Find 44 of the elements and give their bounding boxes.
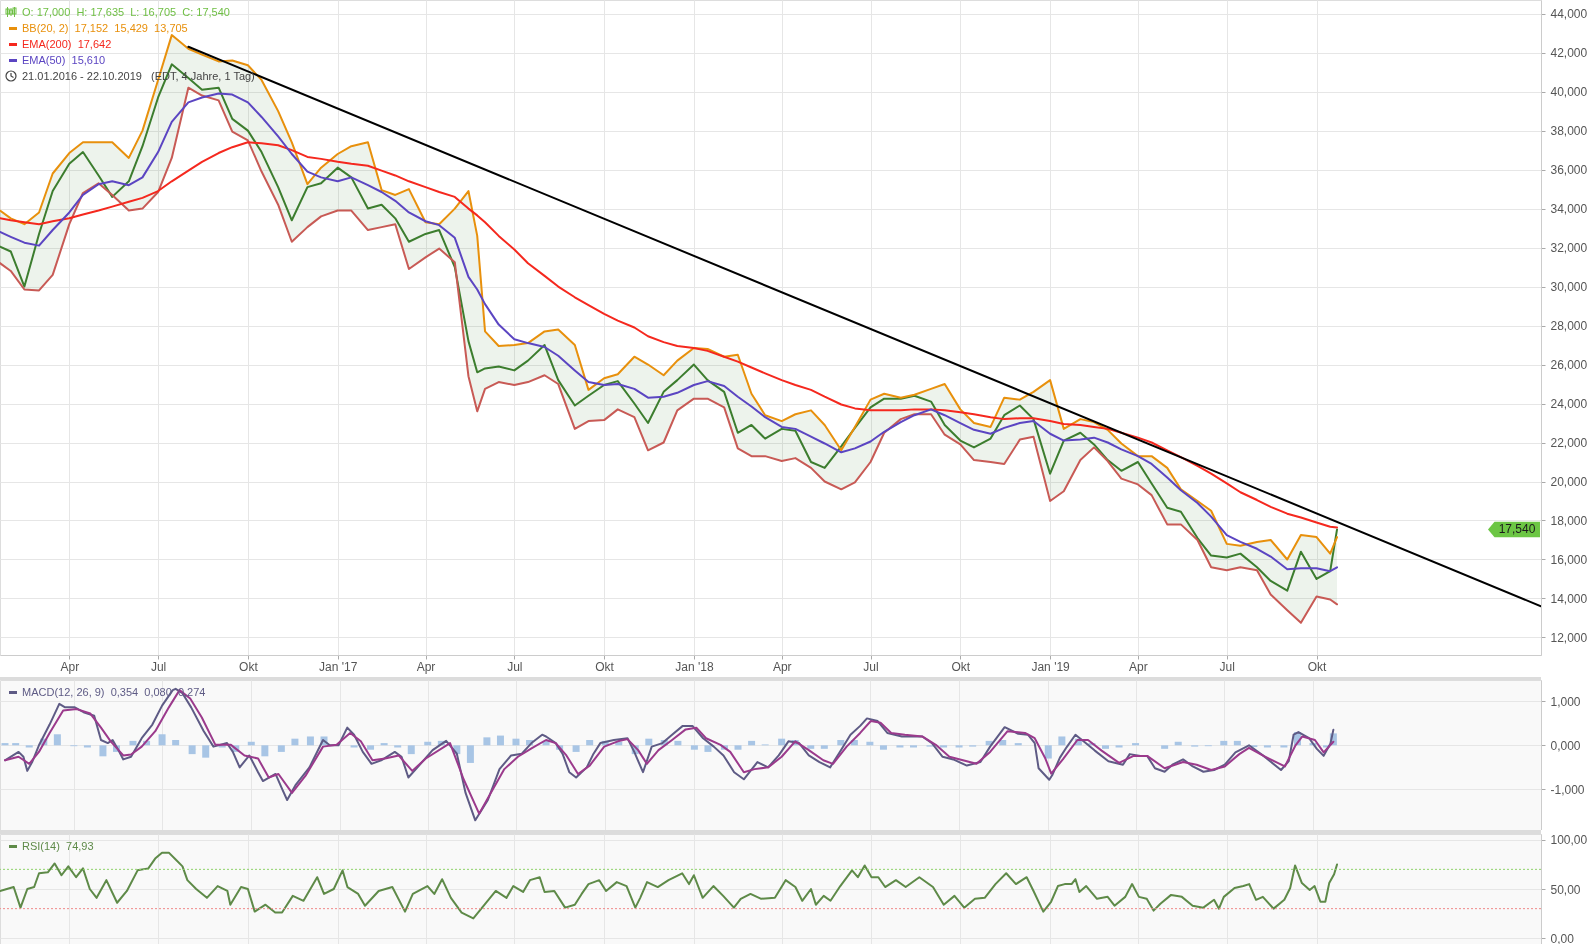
y-tick-label: 30,000 bbox=[1550, 280, 1588, 295]
y-tick-label: 20,000 bbox=[1550, 475, 1588, 489]
x-tick-label: Jul bbox=[150, 659, 167, 674]
x-tick-label: Okt bbox=[595, 659, 615, 674]
y-tick-label: 16,000 bbox=[1550, 552, 1588, 567]
legend-label: BB(20, 2) 17,152 15,429 13,705 bbox=[22, 21, 188, 36]
y-tick-label: 22,000 bbox=[1550, 436, 1588, 451]
y-tick-label: 28,000 bbox=[1550, 319, 1588, 334]
legend-label: EMA(200) 17,642 bbox=[22, 37, 112, 52]
x-tick-label: Jan '17 bbox=[319, 659, 358, 674]
x-tick-label: Okt bbox=[239, 659, 259, 674]
y-tick-label: 40,000 bbox=[1550, 85, 1588, 100]
x-tick-label: Apr bbox=[60, 659, 80, 674]
x-tick-label: Apr bbox=[1129, 659, 1148, 674]
y-tick-label: 34,000 bbox=[1550, 202, 1588, 217]
x-tick-label: Jul bbox=[1219, 659, 1235, 674]
x-tick-label: Apr bbox=[772, 659, 792, 674]
y-tick-label: 24,000 bbox=[1550, 397, 1588, 412]
chart-title: O: 17,000 H: 17,635 L: 16,705 C: 17,540 bbox=[22, 5, 230, 20]
x-tick-label: Jul bbox=[507, 659, 523, 674]
y-tick-label: 32,000 bbox=[1550, 241, 1588, 256]
y-tick-label: 100,00 bbox=[1550, 833, 1588, 848]
annotation: 17,540 bbox=[1498, 522, 1536, 537]
x-tick-label: Jan '19 bbox=[1031, 659, 1071, 674]
x-tick-label: Okt bbox=[951, 659, 971, 674]
x-tick-label: Okt bbox=[1307, 659, 1328, 674]
y-tick-label: 1,000 bbox=[1550, 694, 1581, 709]
y-tick-label: -1,000 bbox=[1550, 782, 1585, 797]
legend-label: RSI(14) 74,93 bbox=[22, 839, 94, 854]
y-tick-label: 12,000 bbox=[1550, 630, 1588, 645]
y-tick-label: 26,000 bbox=[1550, 358, 1588, 373]
y-tick-label: 36,000 bbox=[1550, 163, 1588, 178]
y-tick-label: 50,00 bbox=[1550, 882, 1581, 897]
y-tick-label: 18,000 bbox=[1550, 513, 1588, 528]
y-tick-label: 0,000 bbox=[1550, 738, 1581, 753]
x-tick-label: Jan '18 bbox=[675, 659, 714, 674]
legend-label: EMA(50) 15,610 bbox=[22, 53, 106, 68]
y-tick-label: 14,000 bbox=[1550, 591, 1588, 606]
y-tick-label: 44,000 bbox=[1550, 7, 1588, 22]
y-tick-label: 42,000 bbox=[1550, 46, 1588, 61]
x-tick-label: Apr bbox=[416, 659, 436, 674]
y-tick-label: 0,00 bbox=[1550, 931, 1575, 944]
x-tick-label: Jul bbox=[863, 659, 879, 674]
y-tick-label: 38,000 bbox=[1550, 124, 1588, 139]
